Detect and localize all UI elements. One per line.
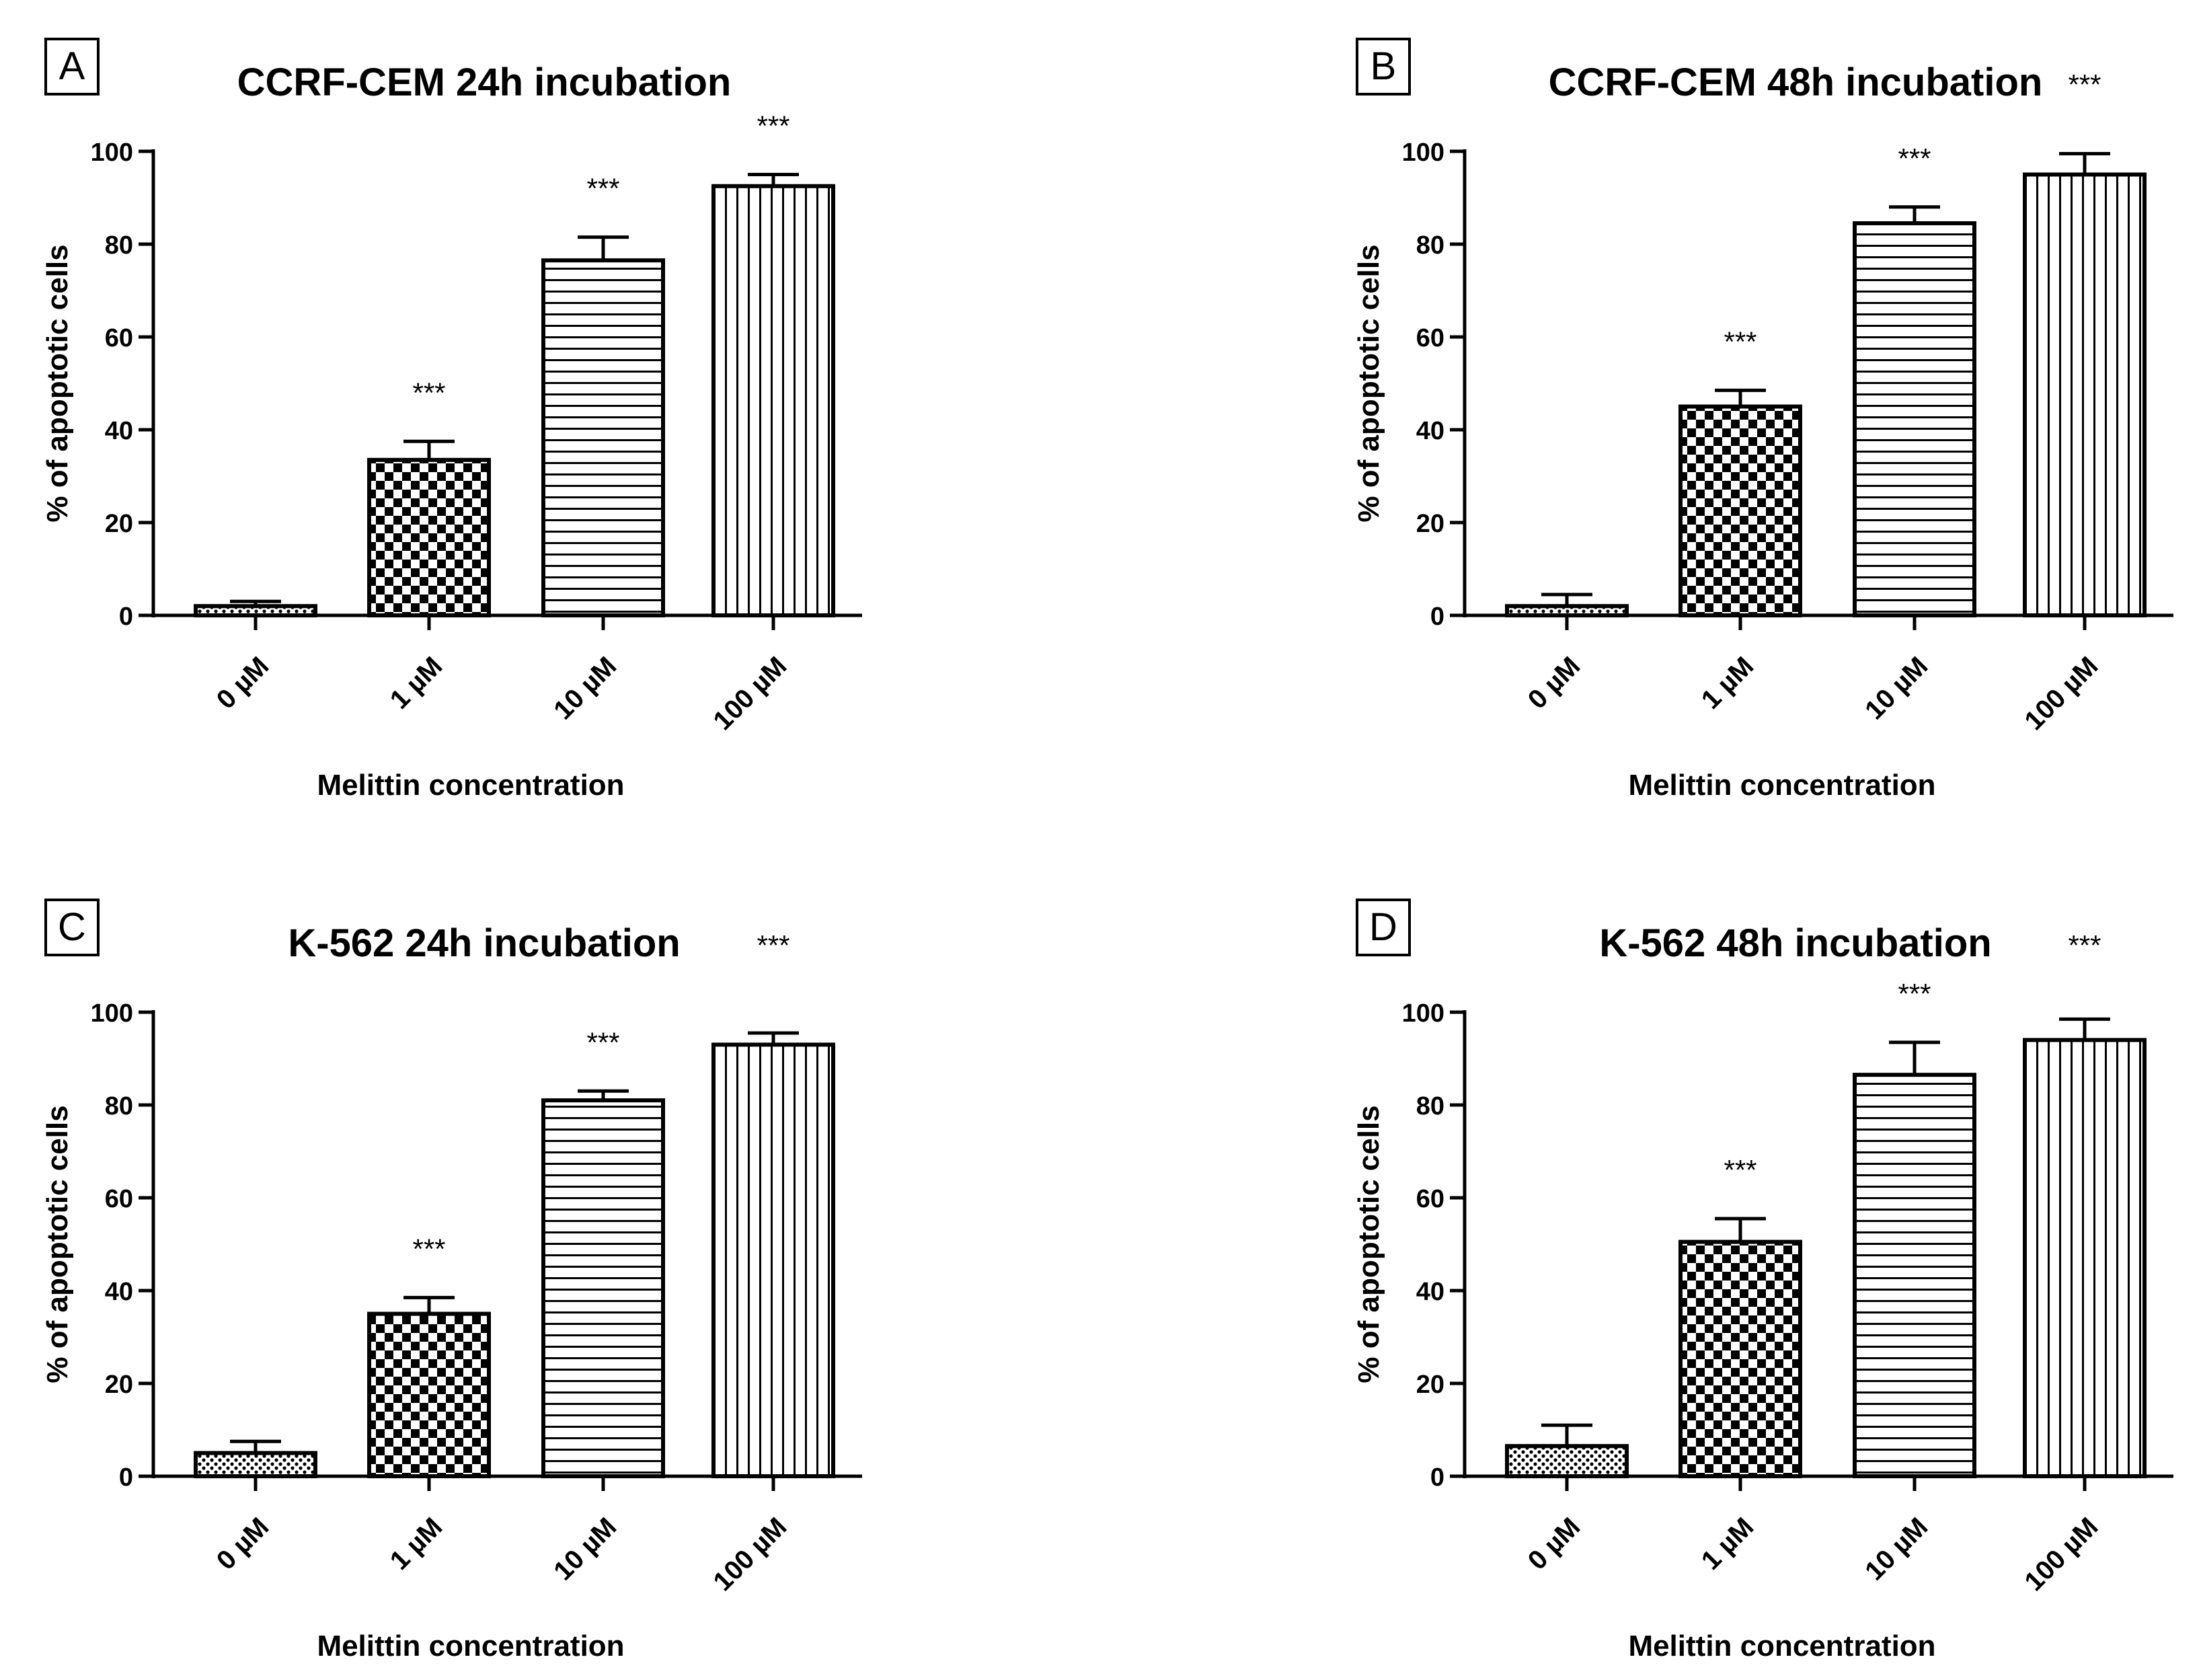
category-label-1: 1 µM	[385, 1512, 449, 1576]
y-tick-label-5: 100	[1402, 139, 1444, 167]
category-label-3: 100 µM	[2019, 1512, 2103, 1597]
bar-2	[1853, 221, 1976, 617]
chart-panel-c: C K-562 24h incubation *** *** *** 0 20 40 60 80 1…	[41, 899, 862, 1663]
panel-letter: D	[1369, 905, 1397, 949]
significance-mark-1: ***	[412, 1233, 445, 1264]
panel-letter: A	[59, 44, 85, 88]
y-tick-label-4: 80	[105, 1092, 133, 1120]
y-tick-label-3: 60	[1416, 324, 1444, 352]
category-label-0: 0 µM	[1522, 1512, 1586, 1576]
chart-title: CCRF-CEM 48h incubation	[1549, 61, 2043, 104]
bar-1	[1678, 1239, 1802, 1478]
y-tick-label-1: 20	[1416, 1371, 1444, 1399]
y-tick-label-4: 80	[1416, 231, 1444, 260]
chart-panel-a: A CCRF-CEM 24h incubation *** *** *** 0 20 40 60…	[41, 38, 862, 802]
significance-mark-1: ***	[1724, 326, 1756, 357]
chart-panel-b: B CCRF-CEM 48h incubation *** *** *** 0 20 40 60…	[1352, 38, 2173, 802]
significance-mark-2: ***	[1898, 143, 1931, 174]
significance-mark-2: ***	[586, 173, 619, 204]
y-tick-label-4: 80	[1416, 1092, 1444, 1120]
y-tick-label-2: 40	[105, 1278, 133, 1306]
panel-letter-box	[44, 38, 100, 96]
y-tick-label-3: 60	[105, 324, 133, 352]
y-tick-label-4: 80	[105, 231, 133, 260]
bar-1	[1678, 404, 1802, 617]
panel-letter: C	[58, 905, 86, 949]
y-axis-title: % of apoptotic cells	[1352, 1105, 1385, 1383]
bar-0	[1505, 1444, 1629, 1479]
y-tick-label-5: 100	[91, 999, 133, 1028]
y-tick-label-1: 20	[105, 510, 133, 538]
panel-letter-box	[1356, 38, 1411, 96]
significance-mark-3: ***	[757, 110, 789, 142]
y-tick-label-2: 40	[105, 417, 133, 445]
y-tick-label-5: 100	[1402, 999, 1444, 1028]
y-tick-label-0: 0	[119, 1463, 133, 1492]
bar-3	[2023, 1038, 2147, 1478]
category-label-2: 10 µM	[548, 1512, 622, 1586]
category-label-3: 100 µM	[707, 651, 792, 736]
category-label-2: 10 µM	[1859, 1512, 1933, 1586]
title-significance: ***	[2068, 69, 2101, 100]
panel-letter-box	[1356, 899, 1411, 956]
x-axis-title: Melittin concentration	[317, 1630, 624, 1663]
y-tick-label-0: 0	[119, 603, 133, 631]
category-label-1: 1 µM	[1696, 1512, 1760, 1576]
bar-1	[367, 457, 491, 617]
category-label-0: 0 µM	[211, 1512, 275, 1576]
bar-3	[2023, 172, 2147, 617]
significance-mark-2: ***	[586, 1026, 619, 1058]
bar-2	[541, 1098, 665, 1479]
bar-0	[194, 1451, 317, 1478]
x-axis-title: Melittin concentration	[1628, 769, 1935, 802]
title-significance: ***	[2068, 929, 2101, 961]
y-tick-label-5: 100	[91, 139, 133, 167]
category-label-1: 1 µM	[1696, 651, 1760, 715]
panel-letter-box	[44, 899, 100, 956]
bar-2	[1853, 1073, 1976, 1478]
y-axis-title: % of apoptotic cells	[41, 244, 74, 522]
bar-3	[711, 184, 835, 617]
category-label-0: 0 µM	[1522, 651, 1586, 715]
y-tick-label-1: 20	[105, 1371, 133, 1399]
x-axis-title: Melittin concentration	[317, 769, 624, 802]
significance-mark-2: ***	[1898, 978, 1931, 1009]
category-label-3: 100 µM	[2019, 651, 2103, 736]
y-axis-title: % of apoptotic cells	[41, 1105, 74, 1383]
y-tick-label-3: 60	[1416, 1185, 1444, 1213]
title-significance: ***	[757, 929, 789, 961]
bar-3	[711, 1042, 835, 1478]
chart-title: K-562 24h incubation	[288, 921, 680, 965]
chart-title: K-562 48h incubation	[1599, 921, 1991, 965]
y-tick-label-0: 0	[1430, 603, 1444, 631]
y-tick-label-1: 20	[1416, 510, 1444, 538]
category-label-1: 1 µM	[385, 651, 449, 715]
significance-mark-1: ***	[1724, 1154, 1756, 1186]
panel-letter: B	[1370, 44, 1397, 88]
y-axis-title: % of apoptotic cells	[1352, 244, 1385, 522]
y-tick-label-3: 60	[105, 1185, 133, 1213]
bar-1	[367, 1311, 491, 1478]
category-label-0: 0 µM	[211, 651, 275, 715]
category-label-2: 10 µM	[1859, 651, 1933, 725]
y-tick-label-2: 40	[1416, 1278, 1444, 1306]
y-tick-label-2: 40	[1416, 417, 1444, 445]
category-label-2: 10 µM	[548, 651, 622, 725]
chart-panel-d: D K-562 48h incubation *** *** *** 0 20 40 60 80 1…	[1352, 899, 2173, 1663]
x-axis-title: Melittin concentration	[1628, 1630, 1935, 1663]
bar-2	[541, 258, 665, 617]
category-label-3: 100 µM	[707, 1512, 792, 1597]
chart-title: CCRF-CEM 24h incubation	[237, 61, 732, 104]
y-tick-label-0: 0	[1430, 1463, 1444, 1492]
significance-mark-1: ***	[412, 377, 445, 408]
